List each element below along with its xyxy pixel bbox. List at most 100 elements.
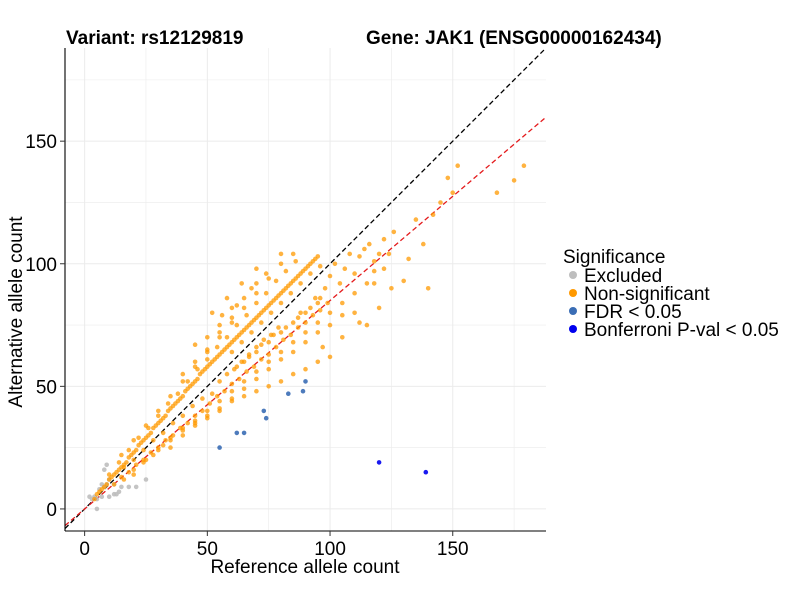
point-fdr-0-05 [241, 430, 247, 436]
point-non-significant [222, 388, 227, 394]
point-non-significant [192, 359, 198, 365]
point-non-significant [229, 349, 235, 355]
legend-key-non-significant [569, 289, 577, 297]
point-non-significant [438, 200, 443, 205]
point-non-significant [313, 295, 318, 301]
point-non-significant [278, 357, 284, 362]
point-non-significant [268, 310, 274, 316]
point-non-significant [241, 305, 247, 311]
point-non-significant [278, 379, 284, 384]
point-non-significant [303, 339, 308, 345]
point-non-significant [315, 359, 321, 365]
point-non-significant [381, 266, 387, 272]
point-non-significant [239, 359, 244, 365]
point-non-significant [232, 366, 237, 372]
point-non-significant [315, 330, 321, 335]
reference-line-identity [64, 47, 547, 530]
point-non-significant [364, 281, 370, 286]
point-non-significant [143, 423, 149, 428]
point-non-significant [192, 364, 198, 370]
point-non-significant [254, 266, 259, 272]
point-non-significant [160, 442, 166, 448]
point-non-significant [303, 310, 308, 316]
point-non-significant [254, 376, 259, 382]
title-gene: Gene: JAK1 (ENSG00000162434) [366, 28, 662, 49]
point-non-significant [303, 320, 308, 325]
point-non-significant [425, 286, 431, 291]
point-non-significant [254, 300, 259, 306]
point-non-significant [278, 261, 284, 267]
point-non-significant [295, 315, 301, 321]
point-non-significant [217, 408, 222, 414]
point-non-significant [190, 403, 195, 409]
point-non-significant [281, 337, 286, 343]
point-fdr-0-05 [263, 415, 269, 421]
point-non-significant [205, 335, 210, 340]
point-non-significant [244, 369, 249, 374]
point-non-significant [217, 322, 222, 328]
y-tick-label: 150 [25, 132, 57, 153]
point-non-significant [261, 337, 267, 343]
point-non-significant [455, 163, 461, 168]
x-tick-label: 100 [314, 539, 346, 560]
point-non-significant [244, 312, 249, 318]
point-non-significant [224, 371, 230, 377]
point-non-significant [217, 398, 222, 404]
point-non-significant [214, 344, 220, 350]
point-non-significant [241, 393, 247, 399]
point-non-significant [246, 354, 252, 360]
point-non-significant [239, 281, 244, 286]
point-non-significant [317, 295, 323, 301]
point-non-significant [259, 342, 264, 348]
point-non-significant [290, 349, 296, 355]
point-non-significant [288, 290, 294, 296]
point-non-significant [340, 335, 345, 340]
point-non-significant [195, 376, 200, 382]
point-non-significant [234, 303, 240, 308]
point-non-significant [386, 251, 392, 257]
point-non-significant [401, 278, 407, 284]
point-fdr-0-05 [303, 379, 308, 384]
legend-title: Significance [563, 247, 665, 268]
point-excluded [94, 506, 100, 512]
point-non-significant [295, 325, 301, 330]
point-non-significant [290, 371, 296, 377]
point-bonferroni-p-val-0-05 [376, 460, 382, 465]
legend-label: Excluded [584, 266, 662, 287]
point-non-significant [371, 259, 377, 264]
point-non-significant [347, 251, 353, 257]
point-non-significant [254, 388, 259, 394]
x-axis-title: Reference allele count [210, 557, 400, 578]
point-non-significant [205, 413, 210, 419]
legend-label: FDR < 0.05 [584, 302, 682, 323]
point-non-significant [421, 241, 426, 247]
point-non-significant [342, 266, 348, 272]
x-tick-label: 0 [79, 539, 90, 560]
point-non-significant [133, 447, 139, 453]
point-non-significant [124, 460, 129, 465]
point-non-significant [148, 430, 154, 436]
point-non-significant [229, 398, 235, 404]
point-non-significant [217, 335, 222, 340]
point-non-significant [511, 178, 517, 183]
point-non-significant [163, 438, 168, 443]
point-non-significant [317, 308, 323, 313]
point-non-significant [160, 430, 166, 436]
point-non-significant [126, 447, 132, 453]
point-non-significant [290, 339, 296, 345]
point-non-significant [205, 408, 210, 414]
axes: 0 50 100 150 0 50 100 150 [25, 48, 546, 560]
point-non-significant [381, 236, 387, 242]
point-non-significant [131, 457, 136, 463]
point-non-significant [236, 376, 242, 382]
point-non-significant [229, 388, 235, 394]
point-non-significant [175, 391, 181, 397]
point-non-significant [131, 467, 136, 473]
point-non-significant [266, 339, 272, 345]
point-non-significant [234, 322, 240, 328]
point-non-significant [283, 325, 289, 330]
legend: Significance ExcludedNon-significantFDR … [563, 247, 779, 341]
point-non-significant [168, 445, 173, 450]
point-non-significant [131, 438, 136, 443]
point-non-significant [92, 496, 97, 502]
